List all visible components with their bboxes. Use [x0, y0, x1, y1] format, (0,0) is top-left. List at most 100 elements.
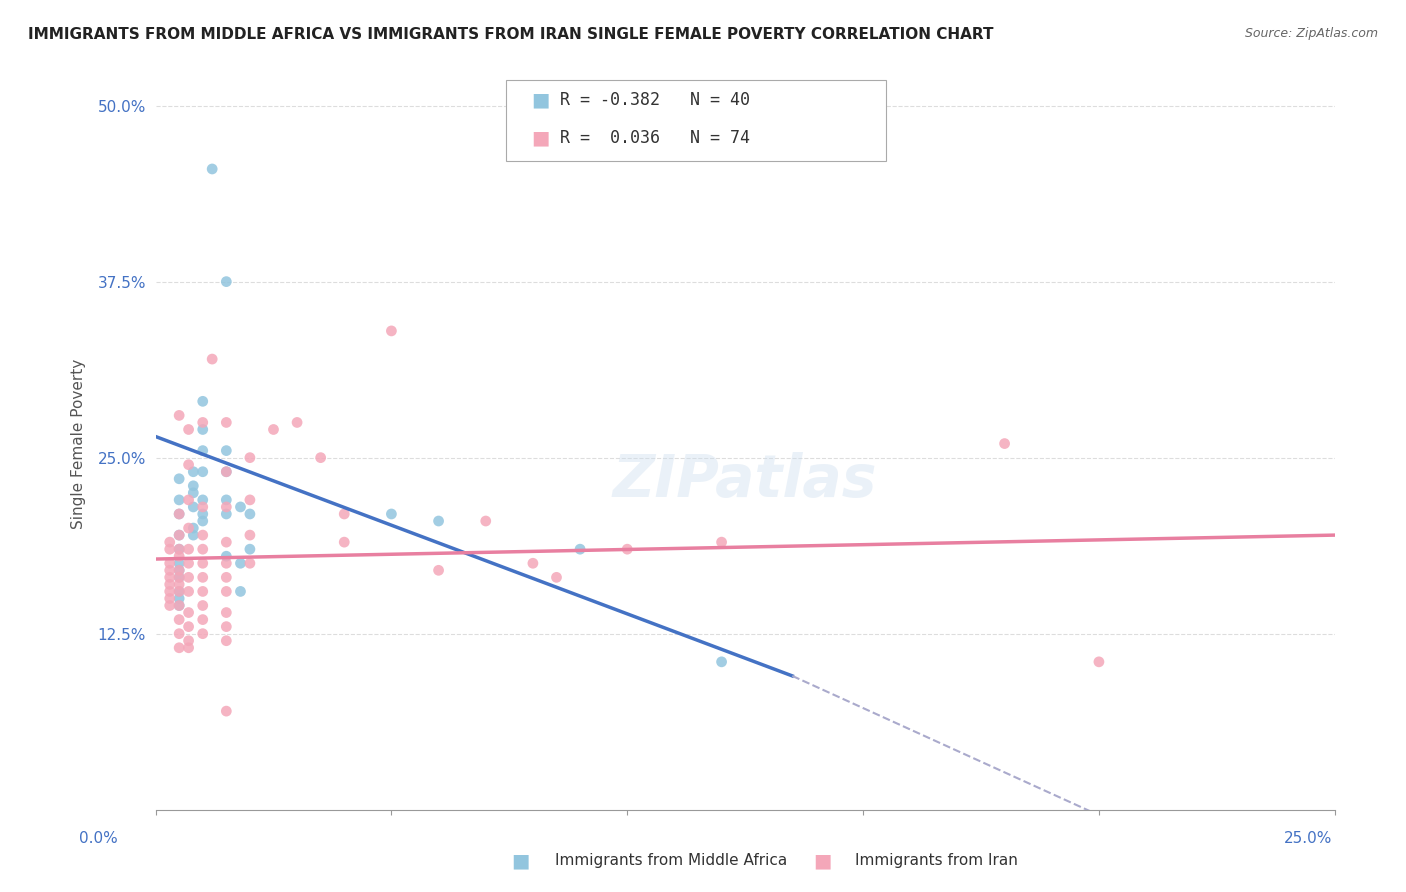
Point — [167, 528, 190, 542]
Point — [710, 535, 733, 549]
Point — [215, 416, 238, 430]
Point — [380, 507, 402, 521]
Point — [181, 486, 204, 500]
Point — [159, 570, 181, 584]
Point — [201, 352, 224, 367]
Text: R =  0.036   N = 74: R = 0.036 N = 74 — [560, 129, 749, 147]
Point — [333, 535, 356, 549]
Point — [191, 556, 214, 570]
Point — [167, 549, 190, 564]
Text: ■: ■ — [531, 128, 550, 148]
Point — [177, 492, 200, 507]
Point — [191, 570, 214, 584]
Point — [191, 422, 214, 436]
Point — [167, 556, 190, 570]
Point — [177, 584, 200, 599]
Point — [177, 606, 200, 620]
Point — [167, 577, 190, 591]
Point — [427, 514, 450, 528]
Point — [285, 416, 308, 430]
Point — [159, 584, 181, 599]
Point — [239, 528, 262, 542]
Point — [427, 563, 450, 577]
Point — [177, 458, 200, 472]
Point — [177, 633, 200, 648]
Point — [191, 492, 214, 507]
Point — [474, 514, 496, 528]
Point — [239, 542, 262, 557]
Point — [191, 528, 214, 542]
Point — [215, 584, 238, 599]
Point — [167, 599, 190, 613]
Point — [994, 436, 1017, 450]
Point — [181, 465, 204, 479]
Point — [229, 584, 252, 599]
Point — [177, 556, 200, 570]
Point — [167, 507, 190, 521]
Point — [191, 584, 214, 599]
Text: ■: ■ — [510, 851, 530, 871]
Point — [167, 542, 190, 557]
Y-axis label: Single Female Poverty: Single Female Poverty — [72, 359, 86, 529]
Text: R = -0.382   N = 40: R = -0.382 N = 40 — [560, 91, 749, 109]
Point — [239, 492, 262, 507]
Point — [191, 465, 214, 479]
Point — [215, 500, 238, 514]
Point — [215, 620, 238, 634]
Point — [181, 479, 204, 493]
Point — [546, 570, 568, 584]
Point — [167, 584, 190, 599]
Point — [239, 556, 262, 570]
Point — [177, 542, 200, 557]
Point — [215, 633, 238, 648]
Text: ZIPatlas: ZIPatlas — [613, 451, 877, 508]
Point — [167, 584, 190, 599]
Point — [229, 500, 252, 514]
Text: IMMIGRANTS FROM MIDDLE AFRICA VS IMMIGRANTS FROM IRAN SINGLE FEMALE POVERTY CORR: IMMIGRANTS FROM MIDDLE AFRICA VS IMMIGRA… — [28, 27, 994, 42]
Point — [215, 492, 238, 507]
Point — [616, 542, 638, 557]
Point — [1088, 655, 1111, 669]
Text: ■: ■ — [531, 90, 550, 110]
Point — [215, 275, 238, 289]
Point — [333, 507, 356, 521]
Point — [239, 507, 262, 521]
Point — [167, 626, 190, 640]
Point — [181, 521, 204, 535]
Point — [309, 450, 332, 465]
Point — [215, 465, 238, 479]
Text: Immigrants from Iran: Immigrants from Iran — [855, 854, 1018, 868]
Point — [159, 542, 181, 557]
Point — [522, 556, 544, 570]
Point — [167, 472, 190, 486]
Point — [159, 563, 181, 577]
Point — [159, 591, 181, 606]
Point — [167, 599, 190, 613]
Point — [181, 500, 204, 514]
Point — [201, 161, 224, 176]
Text: 0.0%: 0.0% — [79, 831, 118, 846]
Point — [159, 535, 181, 549]
Point — [191, 443, 214, 458]
Text: Immigrants from Middle Africa: Immigrants from Middle Africa — [555, 854, 787, 868]
Point — [569, 542, 592, 557]
Point — [159, 599, 181, 613]
Point — [215, 465, 238, 479]
Point — [239, 450, 262, 465]
Point — [167, 570, 190, 584]
Point — [159, 577, 181, 591]
Point — [710, 655, 733, 669]
Text: Source: ZipAtlas.com: Source: ZipAtlas.com — [1244, 27, 1378, 40]
Point — [167, 507, 190, 521]
Point — [177, 422, 200, 436]
Point — [215, 535, 238, 549]
Point — [159, 556, 181, 570]
Point — [167, 528, 190, 542]
Point — [215, 507, 238, 521]
Point — [177, 570, 200, 584]
Point — [263, 422, 285, 436]
Point — [191, 507, 214, 521]
Text: 25.0%: 25.0% — [1284, 831, 1331, 846]
Point — [167, 542, 190, 557]
Point — [167, 613, 190, 627]
